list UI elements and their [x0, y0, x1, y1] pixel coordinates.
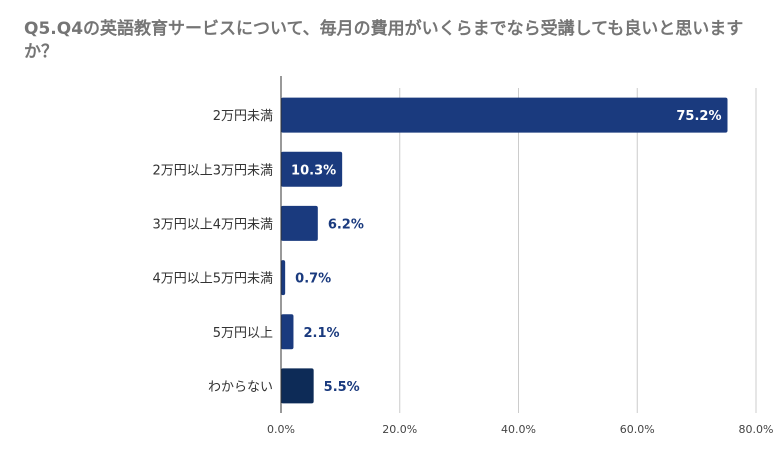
data-label: 6.2%	[328, 217, 364, 232]
category-label: 3万円以上4万円未満	[152, 217, 273, 232]
bar	[281, 151, 343, 187]
category-label: 2万円以上3万円未満	[152, 163, 273, 178]
category-label: わからない	[208, 380, 273, 395]
bar	[281, 260, 286, 296]
x-tick-label: 80.0%	[739, 423, 774, 436]
labels: 0.0% 20.0% 40.0% 60.0% 80.0% 2万円未満 75.2% 2万円以上3…	[152, 109, 773, 436]
category-label: 2万円未満	[213, 109, 273, 124]
category-label: 5万円以上	[213, 326, 273, 341]
data-label: 75.2%	[676, 109, 721, 124]
x-tick-label: 60.0%	[620, 423, 655, 436]
gridlines	[399, 88, 757, 413]
x-tick-label: 0.0%	[267, 423, 295, 436]
x-tick-label: 40.0%	[501, 423, 536, 436]
chart-title: Q5.Q4の英語教育サービスについて、毎月の費用がいくらまでなら受講しても良いと…	[24, 19, 744, 62]
data-label: 5.5%	[324, 380, 360, 395]
bar	[281, 368, 314, 404]
category-label: 4万円以上5万円未満	[152, 272, 273, 287]
data-label: 0.7%	[295, 272, 331, 287]
bar	[281, 97, 728, 133]
data-label: 10.3%	[291, 163, 336, 178]
bars	[281, 97, 728, 404]
bar	[281, 314, 294, 350]
x-tick-label: 20.0%	[382, 423, 417, 436]
bar	[281, 205, 318, 241]
data-label: 2.1%	[303, 326, 339, 341]
